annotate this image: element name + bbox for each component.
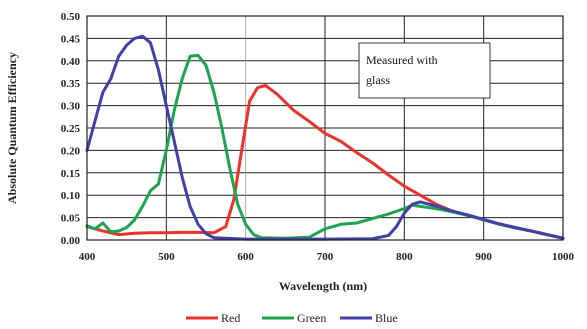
y-tick-label: 0.50: [61, 11, 81, 23]
y-tick-label: 0.45: [61, 33, 81, 45]
series-line-blue: [85, 34, 565, 241]
x-axis-label: Wavelength (nm): [279, 279, 367, 293]
x-tick-label: 800: [396, 251, 413, 263]
series-lines: [85, 34, 565, 241]
legend-label-blue: Blue: [375, 311, 398, 325]
x-tick-label: 700: [317, 251, 334, 263]
y-tick-label: 0.30: [61, 101, 81, 113]
x-tick-labels: 400 500 600 700 800 900 1000: [79, 251, 575, 263]
y-tick-label: 0.10: [61, 190, 81, 202]
x-tick-label: 900: [475, 251, 492, 263]
legend-label-red: Red: [221, 311, 240, 325]
y-tick-label: 0.25: [61, 123, 81, 135]
x-tick-label: 1000: [552, 251, 575, 263]
annotation-box: Measured with glass: [358, 42, 491, 99]
annotation-line-2: glass: [366, 73, 390, 87]
grid: [86, 15, 564, 241]
annotation-line-1: Measured with: [366, 53, 438, 67]
y-tick-labels: 0.00 0.05 0.10 0.15 0.20 0.25 0.30 0.35 0.40 0.45…: [61, 11, 81, 247]
x-tick-label: 600: [237, 251, 254, 263]
legend: Red Green Blue: [186, 311, 398, 325]
y-tick-label: 0.35: [61, 78, 81, 90]
y-tick-label: 0.20: [61, 145, 81, 157]
y-tick-label: 0.05: [61, 213, 81, 225]
legend-label-green: Green: [297, 311, 326, 325]
y-tick-label: 0.40: [61, 56, 81, 68]
y-tick-label: 0.15: [61, 168, 81, 180]
x-tick-label: 500: [158, 251, 175, 263]
y-axis-label: Absolute Quantum Efficiency: [5, 52, 19, 204]
plot-frame: [86, 15, 564, 241]
y-tick-label: 0.00: [61, 235, 81, 247]
x-tick-label: 400: [79, 251, 96, 263]
